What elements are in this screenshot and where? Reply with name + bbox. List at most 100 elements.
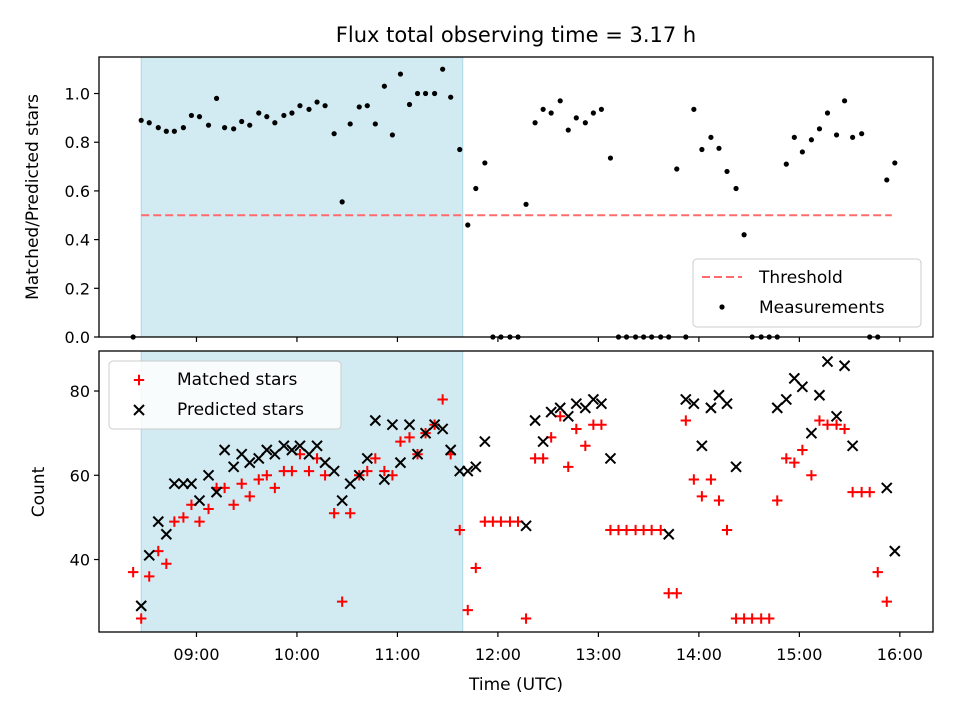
predicted-point [545,406,557,418]
measurement-point [297,103,303,109]
matched-point [228,499,239,510]
predicted-point [328,465,340,477]
matched-point [395,436,406,447]
predicted-point [730,461,742,473]
top-y-tick-label: 0.2 [65,279,90,298]
predicted-point [444,444,457,456]
measurement-point [859,131,865,137]
measurement-point [264,114,270,120]
measurement-point [256,110,262,116]
measurement-point [213,95,220,101]
predicted-point [193,494,206,507]
bottom-panel: 40 60 80 09:00 10:00 11:00 12:00 13:00 14:00 15:… [29,350,934,695]
measurement-point [741,232,747,238]
matched-point [495,516,507,527]
predicted-point [319,456,331,469]
predicted-point [838,360,851,372]
matched-point [470,562,482,574]
bottom-y-axis-label: Count [29,466,49,517]
measurement-point [833,132,840,138]
measurement-point [314,99,320,105]
predicted-point [411,448,424,460]
predicted-point [680,393,692,406]
predicted-point [428,419,441,431]
top-y-axis: 0.0 0.2 0.4 0.6 0.8 1.0 [65,85,99,347]
measurement-point [841,98,848,104]
matched-point [781,453,792,464]
measurement-point [808,137,815,143]
legend-measurements-label: Measurements [759,298,885,318]
measurement-point [892,160,898,166]
measurement-point [306,106,312,112]
matched-point [806,470,817,481]
x-tick-label: 10:00 [274,645,320,664]
predicted-point [344,477,356,490]
measurement-point [724,168,730,175]
predicted-point [570,397,582,410]
matched-point [646,524,657,536]
measurement-point [432,90,438,97]
measurement-point [372,121,378,127]
matched-point [462,604,473,616]
measurement-point [389,132,396,138]
matched-point [746,613,758,624]
predicted-point [780,393,793,406]
matched-point [336,596,348,607]
matched-point [520,613,532,624]
predicted-point [185,477,198,490]
measurement-point [196,114,203,120]
top-y-axis-label: Matched/Predicted stars [23,94,43,300]
measurement-point [457,146,463,153]
x-tick-label: 16:00 [877,645,923,664]
predicted-point [663,528,675,540]
matched-point [404,432,415,443]
top-y-tick-label: 0.4 [65,231,90,250]
measurement-point [824,110,831,116]
matched-point [437,394,448,405]
measurement-point [422,90,429,97]
measurement-point [239,118,245,125]
x-tick-label: 14:00 [676,645,722,664]
matched-point [814,415,825,426]
measurement-point [222,125,228,131]
top-series-measurements [130,66,898,340]
predicted-point [520,520,532,532]
predicted-point [143,549,155,562]
predicted-point [721,397,733,410]
measurement-point [473,185,479,192]
top-shaded-interval [140,56,464,338]
measurement-point [205,122,212,128]
measurement-point [247,122,253,128]
matched-point [379,465,390,477]
matched-point [269,482,281,494]
matched-point [621,524,632,536]
measurement-point [607,155,614,161]
bottom-y-axis: 40 60 80 [70,382,99,570]
bottom-series-predicted-stars [135,355,901,612]
predicted-point [846,440,859,452]
top-plot-area [98,56,934,340]
measurement-point [699,146,705,153]
matched-point [797,444,808,456]
predicted-point [537,435,549,448]
predicted-point [821,355,834,368]
x-tick-label: 12:00 [475,645,521,664]
legend-measurement-swatch [719,304,725,310]
measurement-point [138,117,144,123]
measurement-point [406,101,413,108]
predicted-point [705,402,717,414]
measurement-point [397,71,404,77]
predicted-point [244,456,256,469]
measurement-point [347,121,353,127]
predicted-point [261,444,273,456]
measurement-point [816,126,823,132]
top-y-tick-label: 0.6 [65,182,90,201]
predicted-point [688,397,700,410]
matched-point [261,470,273,481]
measurement-point [281,112,287,119]
matched-point [680,415,692,426]
measurement-point [146,120,152,126]
matched-point [144,571,155,582]
top-legend: Threshold Measurements [692,258,922,328]
